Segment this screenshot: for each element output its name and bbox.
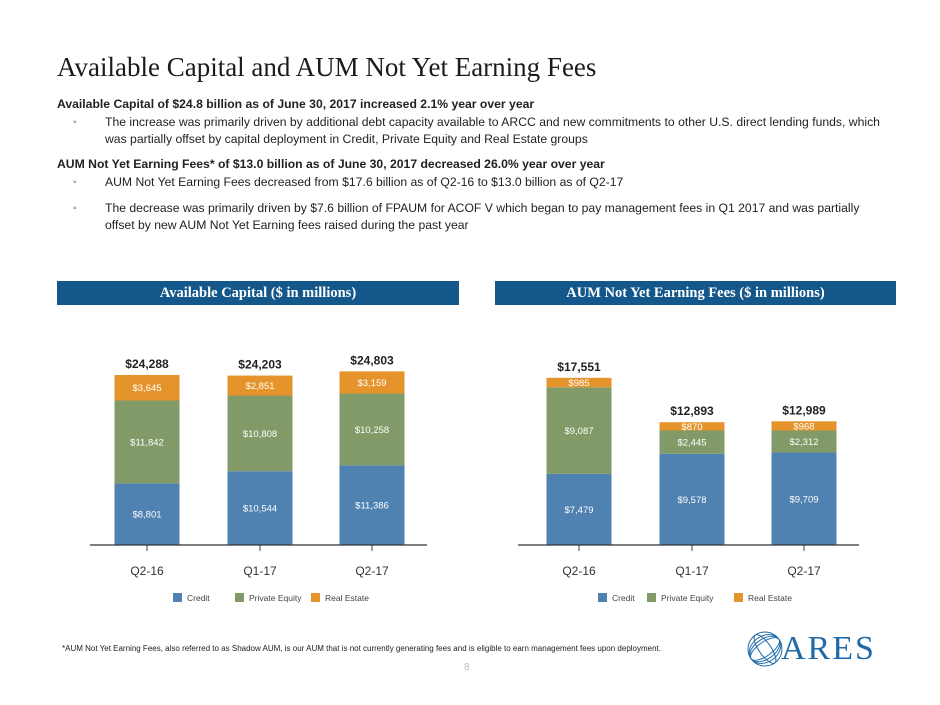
- legend-swatch-credit: [598, 593, 607, 602]
- available-capital-header: Available Capital ($ in millions): [57, 281, 459, 305]
- legend-swatch-real-estate: [734, 593, 743, 602]
- data-label: $870: [681, 422, 702, 433]
- x-tick-label: Q2-16: [562, 564, 596, 578]
- legend-label: Credit: [187, 593, 210, 603]
- bar-segment-credit: [771, 452, 837, 545]
- bar-segment-credit: [659, 453, 725, 545]
- bar-segment-credit: [227, 471, 293, 545]
- bar-segment-private-equity: [771, 430, 837, 453]
- legend-swatch-private-equity: [647, 593, 656, 602]
- data-label: $3,645: [132, 383, 161, 394]
- bullet-item: ◦ AUM Not Yet Earning Fees decreased fro…: [57, 174, 887, 191]
- page-number: 8: [464, 662, 470, 673]
- bar-segment-private-equity: [659, 430, 725, 454]
- x-tick-label: Q2-17: [355, 564, 389, 578]
- total-label: $24,803: [350, 353, 394, 367]
- bullet-text: The increase was primarily driven by add…: [105, 115, 880, 146]
- footnote: *AUM Not Yet Earning Fees, also referred…: [62, 644, 661, 653]
- total-label: $17,551: [557, 360, 601, 374]
- bar-segment-real-estate: [659, 422, 725, 431]
- data-label: $10,808: [243, 429, 277, 440]
- bullet-marker-icon: ◦: [73, 177, 77, 188]
- globe-logo-icon: [747, 631, 783, 667]
- bar-segment-private-equity: [546, 387, 612, 474]
- bar-segment-credit: [114, 483, 180, 545]
- x-tick-label: Q1-17: [243, 564, 277, 578]
- x-tick-label: Q2-17: [787, 564, 821, 578]
- total-label: $12,893: [670, 404, 714, 418]
- data-label: $10,258: [355, 425, 389, 436]
- aum-not-yet-earning-chart: $7,479 $9,087 $985 $17,551 Q2-16 $9,578 $2,445…: [518, 360, 859, 603]
- bar-segment-real-estate: [546, 377, 612, 388]
- bar-segment-real-estate: [114, 374, 180, 401]
- total-label: $24,288: [125, 357, 169, 371]
- bullet-text: The decrease was primarily driven by $7.…: [105, 201, 860, 232]
- data-label: $9,709: [789, 494, 818, 505]
- legend-swatch-real-estate: [311, 593, 320, 602]
- legend-swatch-credit: [173, 593, 182, 602]
- section-heading-available-capital: Available Capital of $24.8 billion as of…: [57, 97, 535, 111]
- x-tick-label: Q1-17: [675, 564, 709, 578]
- data-label: $9,578: [677, 495, 706, 506]
- legend-label: Real Estate: [325, 593, 369, 603]
- bar-segment-real-estate: [339, 371, 405, 394]
- legend-label: Credit: [612, 593, 635, 603]
- total-label: $12,989: [782, 403, 826, 417]
- ares-logo: ARES: [745, 626, 895, 672]
- aum-header: AUM Not Yet Earning Fees ($ in millions): [495, 281, 896, 305]
- bullet-marker-icon: ◦: [73, 203, 77, 214]
- bar-segment-real-estate: [227, 375, 293, 396]
- section-heading-aum: AUM Not Yet Earning Fees* of $13.0 billi…: [57, 157, 605, 171]
- data-label: $9,087: [564, 426, 593, 437]
- legend-label: Real Estate: [748, 593, 792, 603]
- bar-segment-credit: [339, 465, 405, 545]
- bullet-marker-icon: ◦: [73, 117, 77, 128]
- bar-segment-private-equity: [339, 393, 405, 466]
- data-label: $10,544: [243, 504, 277, 515]
- data-label: $2,445: [677, 438, 706, 449]
- legend-label: Private Equity: [249, 593, 302, 603]
- total-label: $24,203: [238, 358, 282, 372]
- data-label: $8,801: [132, 510, 161, 521]
- logo-wordmark: ARES: [781, 630, 876, 667]
- bullet-item: ◦ The decrease was primarily driven by $…: [57, 200, 887, 234]
- data-label: $2,851: [245, 381, 274, 392]
- summary-text: Available Capital of $24.8 billion as of…: [57, 96, 887, 234]
- x-tick-label: Q2-16: [130, 564, 164, 578]
- bar-segment-credit: [546, 473, 612, 545]
- bullet-text: AUM Not Yet Earning Fees decreased from …: [105, 175, 624, 189]
- page-title: Available Capital and AUM Not Yet Earnin…: [57, 52, 597, 82]
- legend-swatch-private-equity: [235, 593, 244, 602]
- data-label: $2,312: [789, 437, 818, 448]
- data-label: $985: [568, 378, 589, 389]
- bullet-item: ◦ The increase was primarily driven by a…: [57, 114, 887, 148]
- bar-segment-private-equity: [227, 395, 293, 472]
- available-capital-chart: $8,801 $11,842 $3,645 $24,288 Q2-16 $10,544 $1…: [90, 353, 427, 603]
- data-label: $7,479: [564, 505, 593, 516]
- data-label: $11,842: [130, 437, 164, 448]
- legend-label: Private Equity: [661, 593, 714, 603]
- data-label: $968: [793, 421, 814, 432]
- data-label: $3,159: [357, 378, 386, 389]
- bar-segment-real-estate: [771, 421, 837, 431]
- bar-segment-private-equity: [114, 400, 180, 484]
- data-label: $11,386: [355, 501, 389, 512]
